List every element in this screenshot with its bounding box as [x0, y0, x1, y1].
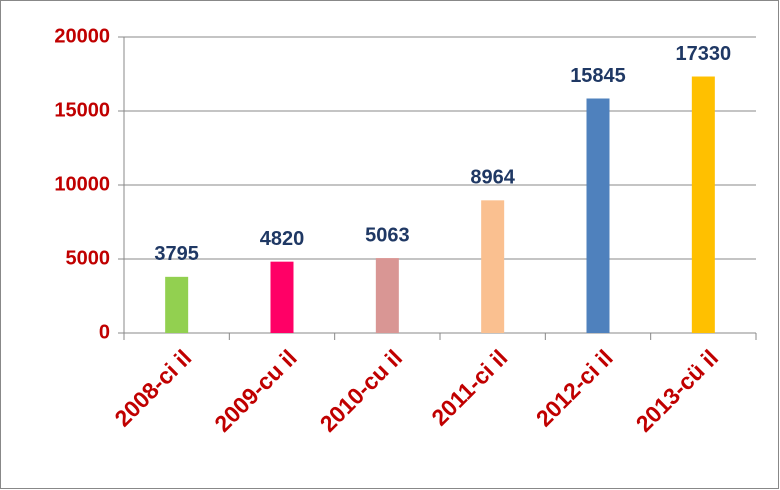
data-label: 8964 — [470, 167, 515, 189]
data-label: 4820 — [260, 228, 305, 250]
bar — [375, 258, 399, 333]
bar — [586, 98, 610, 333]
bar — [165, 276, 189, 333]
data-label: 5063 — [365, 224, 410, 246]
y-tick-label: 10000 — [54, 173, 110, 195]
y-tick-label: 5000 — [66, 247, 111, 269]
y-tick-label: 20000 — [54, 25, 110, 47]
data-label: 17330 — [676, 43, 732, 65]
bar — [481, 200, 505, 333]
data-label: 15845 — [570, 65, 626, 87]
y-tick-label: 15000 — [54, 99, 110, 121]
y-tick-label: 0 — [99, 321, 110, 343]
bar — [691, 76, 715, 334]
data-label: 3795 — [154, 243, 199, 265]
bar — [270, 261, 294, 333]
